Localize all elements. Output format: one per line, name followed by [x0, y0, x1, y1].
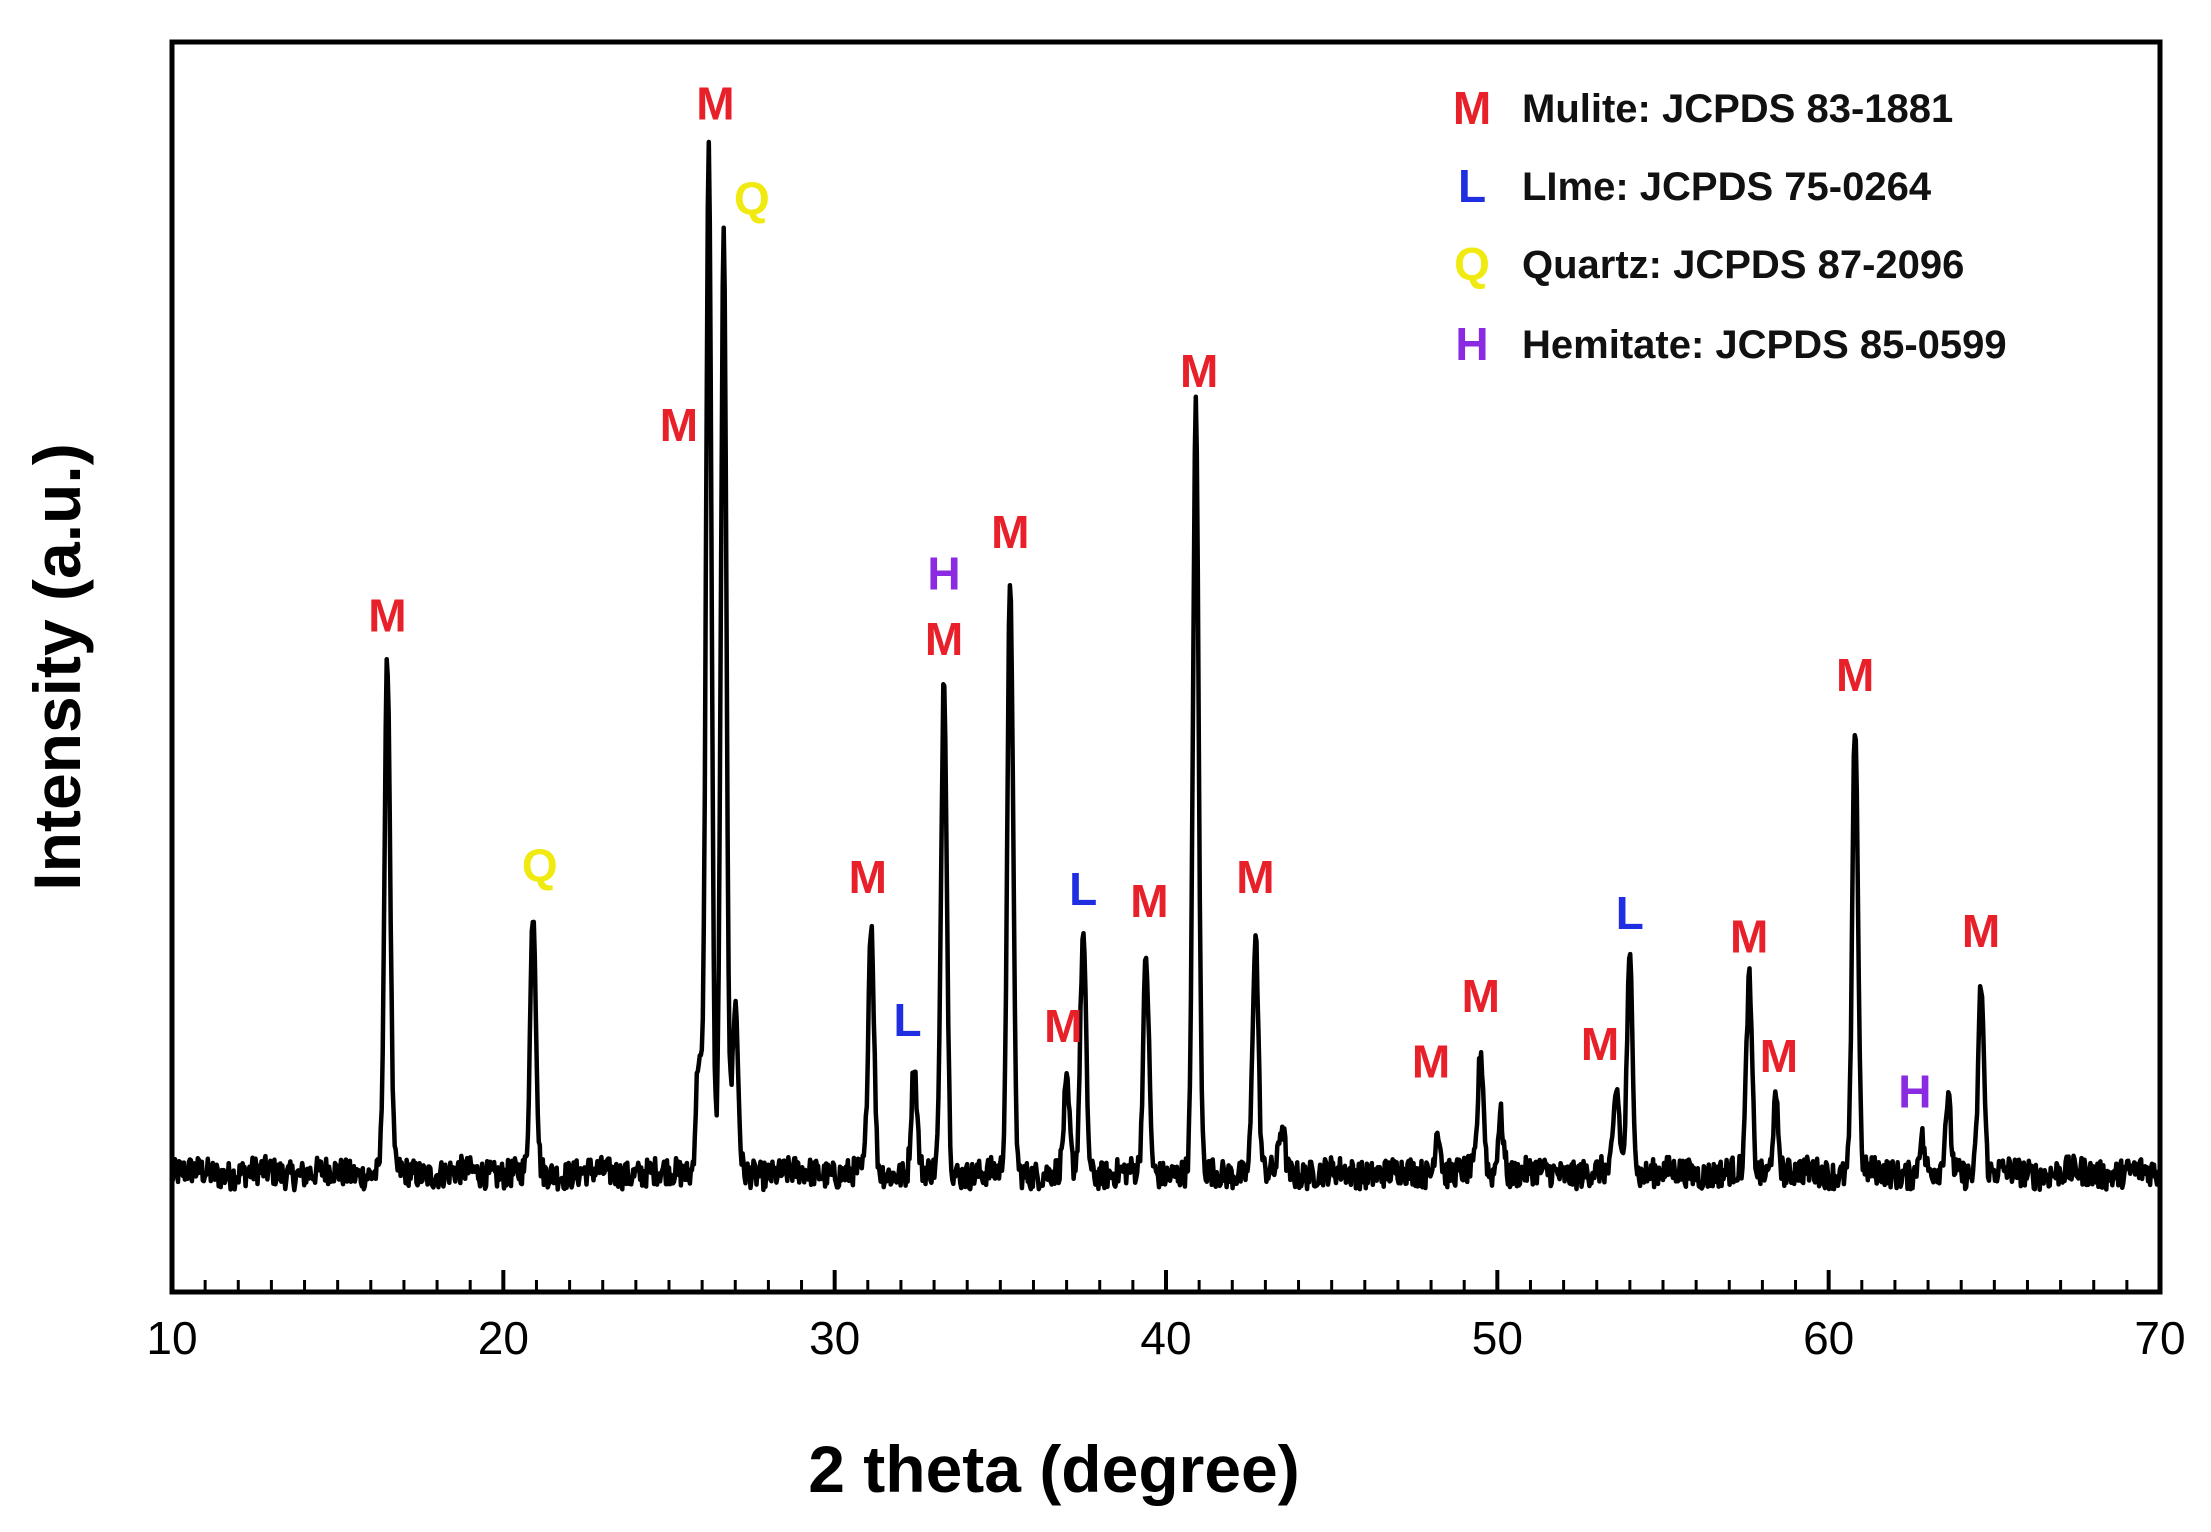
- phase-label-m: M: [1962, 905, 2000, 957]
- legend: M Mulite: JCPDS 83-1881 L LIme: JCPDS 75-02…: [1453, 82, 2007, 370]
- x-axis-ticks: 10 20 30 40 50 60 70: [146, 1270, 2186, 1364]
- y-axis-title: Intensity (a.u.): [20, 443, 94, 890]
- phase-label-h: H: [927, 548, 960, 600]
- phase-label-q: Q: [734, 173, 770, 225]
- legend-symbol-h: H: [1455, 318, 1488, 370]
- phase-label-m: M: [1236, 851, 1274, 903]
- x-tick-label: 50: [1472, 1312, 1523, 1364]
- phase-label-m: M: [1044, 1000, 1082, 1052]
- xrd-pattern-line: [169, 139, 2163, 1193]
- phase-label-h: H: [1898, 1065, 1931, 1117]
- legend-label: Hemitate: JCPDS 85-0599: [1522, 323, 2007, 367]
- phase-label-q: Q: [522, 839, 558, 891]
- phase-label-l: L: [894, 994, 922, 1046]
- x-tick-label: 60: [1803, 1312, 1854, 1364]
- x-tick-label: 10: [146, 1312, 197, 1364]
- legend-label: LIme: JCPDS 75-0264: [1522, 165, 1932, 209]
- x-tick-label: 40: [1140, 1312, 1191, 1364]
- phase-label-m: M: [1730, 911, 1768, 963]
- legend-label: Mulite: JCPDS 83-1881: [1522, 87, 1953, 131]
- phase-label-l: L: [1616, 887, 1644, 939]
- phase-label-m: M: [849, 851, 887, 903]
- phase-label-m: M: [1130, 875, 1168, 927]
- phase-label-m: M: [1760, 1030, 1798, 1082]
- phase-label-m: M: [1412, 1036, 1450, 1088]
- legend-label: Quartz: JCPDS 87-2096: [1522, 243, 1964, 287]
- phase-label-m: M: [991, 506, 1029, 558]
- x-tick-label: 20: [478, 1312, 529, 1364]
- x-tick-label: 70: [2134, 1312, 2185, 1364]
- phase-label-m: M: [1462, 970, 1500, 1022]
- phase-label-l: L: [1069, 863, 1097, 915]
- phase-label-m: M: [1180, 345, 1218, 397]
- phase-label-m: M: [1581, 1018, 1619, 1070]
- phase-label-m: M: [925, 613, 963, 665]
- phase-label-m: M: [660, 399, 698, 451]
- legend-symbol-q: Q: [1454, 238, 1490, 290]
- phase-label-m: M: [696, 77, 734, 129]
- phase-label-m: M: [368, 589, 406, 641]
- legend-symbol-m: M: [1453, 82, 1491, 134]
- x-axis-title: 2 theta (degree): [808, 1432, 1299, 1506]
- legend-symbol-l: L: [1458, 160, 1486, 212]
- x-tick-label: 30: [809, 1312, 860, 1364]
- phase-label-m: M: [1836, 649, 1874, 701]
